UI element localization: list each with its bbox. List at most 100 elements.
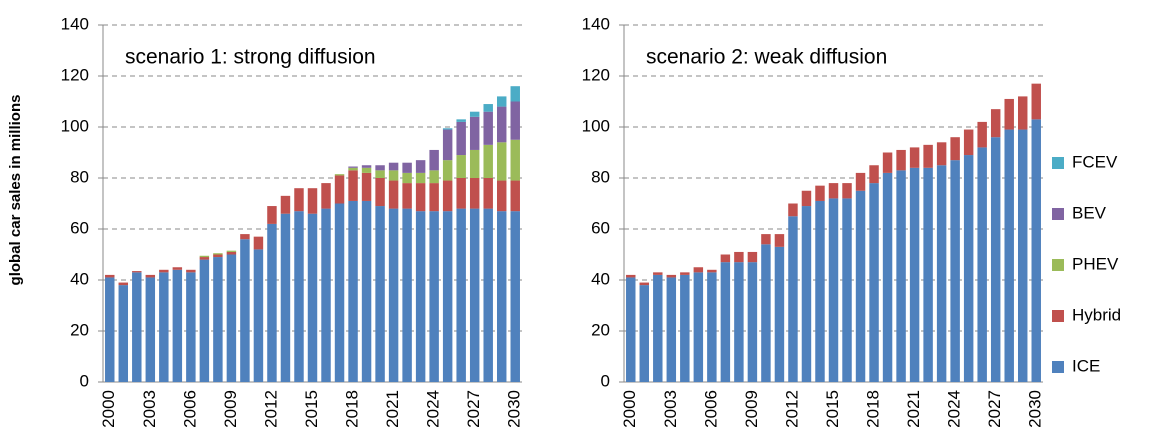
bar-segment — [172, 267, 183, 270]
bar-segment — [510, 101, 520, 140]
bar-segment — [496, 96, 507, 107]
bar-segment — [761, 234, 771, 245]
bar-segment — [402, 208, 412, 382]
bar-segment — [159, 269, 169, 273]
bar-segment — [855, 190, 866, 382]
x-tick-label: 2003 — [661, 390, 680, 428]
bar-segment — [145, 277, 156, 382]
bar-segment — [1031, 83, 1041, 120]
x-tick-label: 2024 — [424, 390, 443, 428]
x-tick-label: 2006 — [701, 390, 720, 428]
bar-segment — [388, 208, 399, 382]
bar-segment — [936, 165, 947, 382]
bar-segment — [240, 239, 250, 382]
bar-segment — [1004, 129, 1014, 382]
bar-segment — [496, 142, 507, 181]
bar-segment — [172, 269, 183, 382]
bar-segment — [253, 249, 264, 382]
bar-segment — [442, 211, 453, 382]
bar-segment — [1031, 119, 1041, 382]
bar-segment — [896, 170, 906, 382]
bar-segment — [226, 250, 237, 252]
y-tick-label: 120 — [582, 65, 610, 84]
legend-label: Hybrid — [1072, 305, 1121, 324]
chart-title: scenario 1: strong diffusion — [125, 46, 376, 69]
bar-segment — [828, 198, 839, 382]
bar-segment — [145, 274, 156, 278]
x-tick-label: 2018 — [864, 390, 883, 428]
legend-swatch — [1052, 361, 1064, 373]
bar-segment — [307, 188, 318, 214]
bar-segment — [510, 211, 520, 382]
bar-segment — [842, 198, 852, 382]
bar-segment — [815, 200, 825, 382]
bar-segment — [496, 106, 507, 143]
x-tick-label: 2015 — [823, 390, 842, 428]
bar-segment — [963, 155, 974, 382]
bar-segment — [267, 206, 277, 224]
bar-segment — [321, 208, 331, 382]
bar-segment — [496, 180, 507, 212]
bar-segment — [307, 213, 318, 382]
bar-segment — [280, 213, 291, 382]
y-tick-label: 140 — [61, 14, 89, 33]
bar-segment — [361, 167, 372, 173]
legend-label: PHEV — [1072, 254, 1119, 273]
bar-segment — [159, 272, 169, 382]
bar-segment — [1017, 96, 1028, 130]
bar-segment — [977, 147, 987, 382]
bar-segment — [402, 172, 412, 184]
bar-segment — [415, 160, 426, 173]
y-tick-label: 0 — [80, 371, 89, 390]
bar-segment — [118, 285, 129, 382]
bar-segment — [402, 183, 412, 209]
bar-segment — [402, 162, 412, 173]
bar-segment — [483, 178, 493, 209]
x-tick-label: 2027 — [464, 390, 483, 428]
y-tick-label: 0 — [601, 371, 610, 390]
bar-segment — [909, 167, 920, 382]
bar-segment — [707, 269, 717, 273]
x-tick-label: 2021 — [383, 390, 402, 428]
bar-segment — [429, 183, 439, 212]
bar-segment — [626, 274, 636, 278]
x-tick-label: 2012 — [782, 390, 801, 428]
bar-segment — [828, 183, 839, 199]
x-tick-label: 2030 — [505, 390, 524, 428]
bar-segment — [361, 165, 372, 168]
bar-segment — [923, 144, 933, 168]
bar-segment — [747, 262, 758, 382]
bar-segment — [321, 183, 331, 209]
y-axis-label: global car sales in millions — [7, 95, 24, 286]
bar-segment — [105, 274, 115, 278]
bar-segment — [429, 170, 439, 184]
legend-swatch — [1052, 157, 1064, 169]
chart-title: scenario 2: weak diffusion — [646, 46, 887, 69]
x-tick-label: 2018 — [343, 390, 362, 428]
bar-segment — [456, 119, 466, 122]
bar-segment — [415, 183, 426, 212]
bar-segment — [240, 234, 250, 240]
x-tick-label: 2009 — [221, 390, 240, 428]
x-tick-label: 2021 — [904, 390, 923, 428]
bar-segment — [801, 206, 812, 382]
bar-segment — [788, 203, 798, 217]
bar-segment — [653, 274, 663, 382]
bar-segment — [226, 254, 237, 382]
bar-segment — [909, 147, 920, 168]
y-tick-label: 60 — [70, 218, 89, 237]
bar-segment — [707, 272, 717, 382]
x-tick-label: 2012 — [261, 390, 280, 428]
bar-segment — [334, 174, 345, 176]
x-tick-label: 2009 — [742, 390, 761, 428]
legend-swatch — [1052, 259, 1064, 271]
bar-segment — [348, 166, 358, 168]
bar-segment — [680, 272, 690, 275]
y-tick-label: 140 — [582, 14, 610, 33]
x-tick-label: 2006 — [180, 390, 199, 428]
bar-segment — [842, 183, 852, 199]
bar-segment — [666, 274, 677, 278]
y-tick-label: 80 — [591, 167, 610, 186]
bar-segment — [294, 211, 304, 382]
